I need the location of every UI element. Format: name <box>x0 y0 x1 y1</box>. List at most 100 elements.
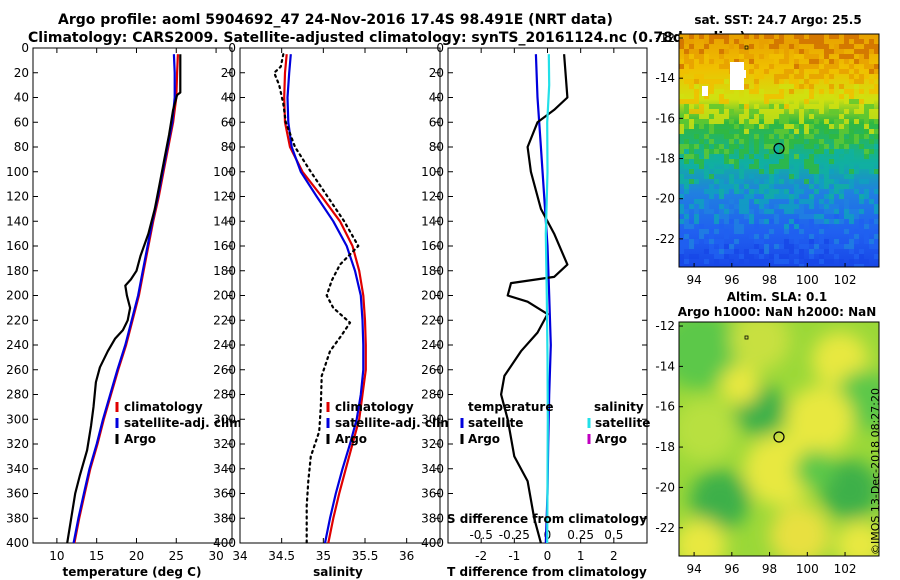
sst-cell <box>859 49 864 54</box>
difference-s-ticks: -0.5 -0.25 0 0.25 0.5 <box>469 528 623 542</box>
sst-cell <box>719 264 724 267</box>
sst-cell <box>849 89 854 94</box>
sst-cell <box>789 124 794 129</box>
sst-cell <box>849 94 854 99</box>
sst-cell <box>839 169 844 174</box>
sst-cell <box>729 149 734 154</box>
sst-cell <box>719 224 724 229</box>
sst-cell <box>869 64 874 69</box>
sst-cell <box>794 59 799 64</box>
sst-cell <box>814 249 819 254</box>
sst-cell <box>874 219 879 224</box>
sst-cell <box>824 74 829 79</box>
sst-cell <box>824 54 829 59</box>
sst-cell <box>869 89 874 94</box>
temperature-y-ticks: 0 20 40 60 80 100 120 140 160 180 200 220 240 260 280 3… <box>6 41 232 550</box>
sst-cell <box>739 149 744 154</box>
sst-cell <box>749 249 754 254</box>
sst-cell <box>849 149 854 154</box>
y-tick-label: 20 <box>221 66 236 80</box>
sst-cell <box>859 39 864 44</box>
sst-cell <box>869 39 874 44</box>
sst-cell <box>869 199 874 204</box>
sst-cell <box>794 239 799 244</box>
sst-cell <box>754 249 759 254</box>
sst-cell <box>754 104 759 109</box>
sst-cell <box>719 204 724 209</box>
sst-cell <box>729 134 734 139</box>
sla-map-panel: Altim. SLA: 0.1 Argo h1000: NaN h2000: N… <box>655 290 880 576</box>
series-line-s-satellite <box>544 54 551 544</box>
sst-cell <box>744 84 749 89</box>
sst-cell <box>849 169 854 174</box>
sst-cell <box>749 119 754 124</box>
sst-cell <box>794 234 799 239</box>
sst-cell <box>834 154 839 159</box>
sst-cell <box>689 124 694 129</box>
sst-cell <box>859 59 864 64</box>
sst-cell <box>859 89 864 94</box>
sst-cell <box>739 179 744 184</box>
sst-cell <box>809 74 814 79</box>
sst-cell <box>759 264 764 267</box>
y-tick-label: 260 <box>6 363 29 377</box>
sst-cell <box>804 124 809 129</box>
sst-cell <box>799 114 804 119</box>
sst-cell <box>729 119 734 124</box>
sst-cell <box>684 114 689 119</box>
sst-cell <box>784 119 789 124</box>
y-tick-label: 380 <box>213 511 236 525</box>
sst-cell <box>824 224 829 229</box>
y-tick-label: 300 <box>6 412 29 426</box>
sst-cell <box>714 114 719 119</box>
sst-cell <box>774 109 779 114</box>
sst-cell <box>694 134 699 139</box>
series-line-argo <box>66 54 182 544</box>
sst-cell <box>814 119 819 124</box>
sst-cell <box>699 139 704 144</box>
y-tick-label: 120 <box>6 190 29 204</box>
sst-cell <box>829 74 834 79</box>
sst-cell <box>819 104 824 109</box>
temperature-panel: 0204060801001201401601802002202402602803… <box>6 41 246 579</box>
y-tick-label: 260 <box>421 363 444 377</box>
sst-cell <box>719 49 724 54</box>
sla-blob <box>720 365 760 405</box>
sst-cell <box>714 104 719 109</box>
sst-cell <box>849 54 854 59</box>
sla-blob <box>690 470 750 530</box>
sst-cell <box>774 39 779 44</box>
sst-cell <box>744 124 749 129</box>
sst-cell <box>809 124 814 129</box>
sst-cell <box>784 39 789 44</box>
sst-cell <box>779 259 784 264</box>
sst-cell <box>799 234 804 239</box>
sst-cell <box>804 39 809 44</box>
sst-cell <box>769 169 774 174</box>
sst-cell <box>689 254 694 259</box>
sst-cell <box>794 34 799 39</box>
sst-map-frame <box>678 33 880 268</box>
sst-cell <box>799 204 804 209</box>
sst-cell <box>759 114 764 119</box>
sst-cell <box>769 119 774 124</box>
sst-cell <box>824 124 829 129</box>
x-tick-label: 94 <box>686 273 701 287</box>
sst-cell <box>794 164 799 169</box>
sst-cell <box>819 224 824 229</box>
sst-cell <box>799 124 804 129</box>
sst-cell <box>869 129 874 134</box>
sst-cell <box>844 109 849 114</box>
sst-cell <box>714 89 719 94</box>
sst-cell <box>834 69 839 74</box>
y-tick-label: 80 <box>14 140 29 154</box>
sst-cell <box>744 209 749 214</box>
sst-cell <box>799 254 804 259</box>
sst-cell <box>844 54 849 59</box>
sla-argo-position-marker <box>773 431 785 443</box>
sst-cell <box>814 259 819 264</box>
sst-cell <box>689 144 694 149</box>
sst-cell <box>854 214 859 219</box>
y-tick-label: 300 <box>421 412 444 426</box>
sst-cell <box>734 229 739 234</box>
